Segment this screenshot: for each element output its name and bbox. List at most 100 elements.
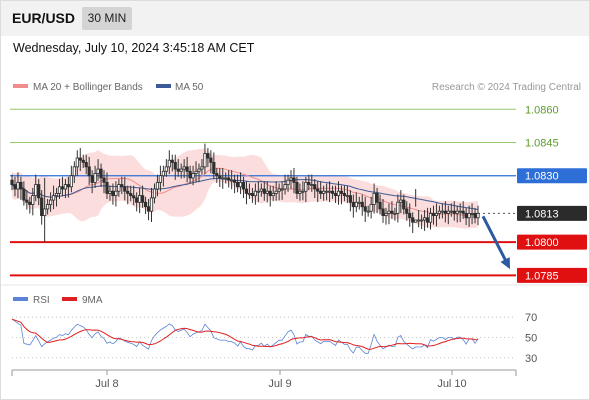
candle-body-up	[247, 193, 252, 195]
candle	[102, 170, 106, 194]
candle-body-up	[117, 184, 121, 192]
candle	[298, 183, 302, 201]
candle-body-up	[470, 212, 474, 215]
candle-body-up	[336, 190, 341, 197]
candle	[280, 181, 284, 200]
candle	[345, 185, 350, 203]
candle-body-down	[235, 181, 240, 188]
candle	[437, 205, 442, 219]
ma20-legend-swatch	[13, 84, 28, 88]
candle-body-down	[330, 190, 335, 194]
candle	[22, 181, 26, 206]
candle	[422, 210, 427, 231]
candle-body-down	[402, 199, 406, 210]
candle	[37, 179, 41, 206]
candle-body-down	[87, 166, 91, 177]
candle-body-down	[25, 199, 29, 203]
candle-body-up	[152, 188, 157, 199]
candle	[206, 148, 210, 168]
candle-body-up	[179, 168, 183, 172]
level-label-current: 1.0813	[525, 208, 559, 220]
projection	[481, 215, 510, 270]
candle-body-up	[414, 219, 418, 223]
ma20-legend-label: MA 20 + Bollinger Bands	[33, 82, 143, 93]
candle	[179, 163, 183, 179]
candle-body-down	[28, 201, 32, 205]
candle	[351, 194, 355, 218]
candle-body-down	[405, 208, 409, 214]
candle	[330, 185, 335, 199]
candle-body-down	[60, 186, 65, 190]
candle-body-down	[333, 193, 338, 197]
candle	[167, 150, 171, 175]
candle	[307, 174, 311, 191]
candle	[48, 192, 53, 212]
candle	[458, 203, 462, 222]
candle	[372, 183, 376, 214]
candle	[60, 176, 65, 197]
candle-body-up	[259, 188, 263, 192]
candle	[135, 192, 139, 212]
candle	[230, 170, 234, 190]
candle	[467, 205, 471, 227]
candle	[200, 159, 204, 175]
candle-body-up	[265, 190, 269, 194]
candle-body-up	[256, 190, 260, 193]
candle	[99, 163, 103, 188]
candle	[185, 156, 189, 183]
candle	[375, 187, 379, 214]
candle	[66, 176, 70, 198]
candle	[443, 201, 447, 223]
x-tick-label: Jul 9	[268, 378, 291, 390]
candle-body-down	[123, 186, 127, 192]
candle	[455, 205, 459, 223]
candle	[158, 165, 163, 192]
candle	[75, 150, 79, 176]
candle-body-up	[301, 190, 305, 193]
candle	[34, 174, 38, 202]
candle-body-up	[16, 181, 20, 190]
candle-body-up	[304, 181, 308, 192]
candle-body-up	[437, 210, 442, 214]
candle	[224, 172, 228, 184]
candle-body-up	[230, 179, 234, 182]
candle-body-up	[31, 195, 35, 205]
candle-body-down	[390, 210, 394, 214]
candle-body-down	[78, 157, 82, 161]
candle-body-up	[51, 195, 56, 201]
candle-body-up	[57, 186, 62, 194]
candle-body-up	[327, 190, 332, 193]
projection-arrow-head	[500, 257, 510, 270]
candle	[138, 187, 142, 214]
candle	[333, 185, 338, 203]
candle	[63, 179, 68, 199]
candle	[40, 190, 44, 225]
candle-body-up	[428, 212, 433, 223]
candle-body-down	[292, 177, 296, 183]
candle-body-down	[250, 193, 255, 197]
candle	[390, 201, 394, 219]
candle-body-up	[458, 210, 462, 213]
timeframe-badge[interactable]: 30 MIN	[82, 7, 132, 30]
candle-body-down	[381, 208, 385, 216]
candle-body-down	[316, 188, 320, 192]
candle-body-down	[215, 173, 219, 177]
candle	[336, 181, 341, 205]
candle-body-up	[224, 177, 228, 180]
candle-body-up	[325, 190, 329, 193]
candle-body-up	[283, 184, 287, 190]
candle-body-down	[209, 157, 213, 163]
candle	[316, 181, 320, 203]
rsi-tick-label: 50	[525, 333, 537, 345]
candle	[405, 201, 409, 221]
candle	[132, 185, 136, 206]
candle-body-up	[417, 219, 421, 222]
candle-body-up	[455, 210, 459, 214]
candle-body-up	[345, 195, 350, 198]
candle	[425, 207, 430, 228]
candle-body-up	[200, 166, 204, 170]
candle	[215, 167, 219, 184]
level-tag-pivot	[517, 168, 587, 184]
candle-body-up	[253, 190, 257, 197]
